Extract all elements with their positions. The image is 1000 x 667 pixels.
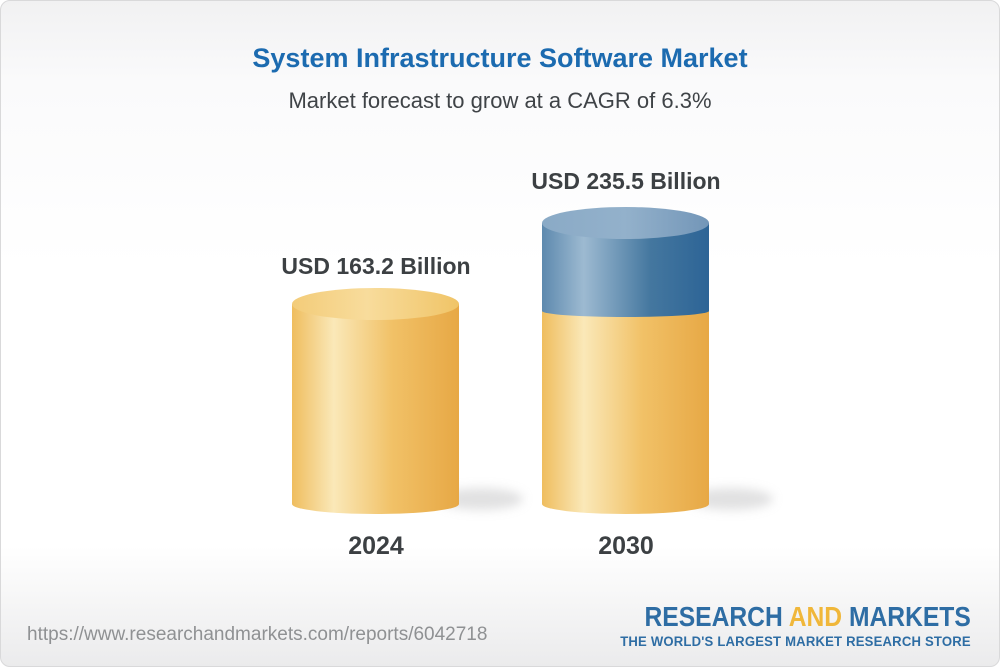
brand-wordmark: RESEARCH AND MARKETS — [645, 603, 971, 631]
cylinder-2024 — [292, 288, 523, 514]
chart-subtitle: Market forecast to grow at a CAGR of 6.3… — [288, 88, 712, 113]
cylinder-2030-top-face — [542, 207, 709, 239]
cylinder-2030-base-body — [542, 311, 709, 504]
report-url: https://www.researchandmarkets.com/repor… — [27, 624, 488, 645]
cylinder-2030-bottom-rim — [542, 494, 709, 514]
brand-tagline: THE WORLD'S LARGEST MARKET RESEARCH STOR… — [620, 634, 971, 649]
cylinder-2024-bottom-rim — [292, 494, 459, 514]
cylinder-2030 — [542, 207, 773, 514]
brand-word-research: RESEARCH — [644, 601, 783, 632]
category-label-2030: 2030 — [598, 532, 654, 560]
chart-title: System Infrastructure Software Market — [252, 43, 748, 73]
cylinder-2030-shadow — [689, 488, 773, 510]
value-label-2024: USD 163.2 Billion — [281, 253, 471, 279]
brand-word-markets: MARKETS — [849, 601, 971, 632]
value-label-2030: USD 235.5 Billion — [531, 168, 721, 194]
category-label-2024: 2024 — [348, 532, 404, 560]
cylinder-2024-shadow — [439, 488, 523, 510]
brand-logo: RESEARCH AND MARKETS THE WORLD'S LARGEST… — [600, 603, 971, 650]
cylinder-2024-top-face — [292, 288, 459, 320]
brand-word-and: AND — [788, 601, 843, 632]
cylinder-2024-body — [292, 304, 459, 504]
